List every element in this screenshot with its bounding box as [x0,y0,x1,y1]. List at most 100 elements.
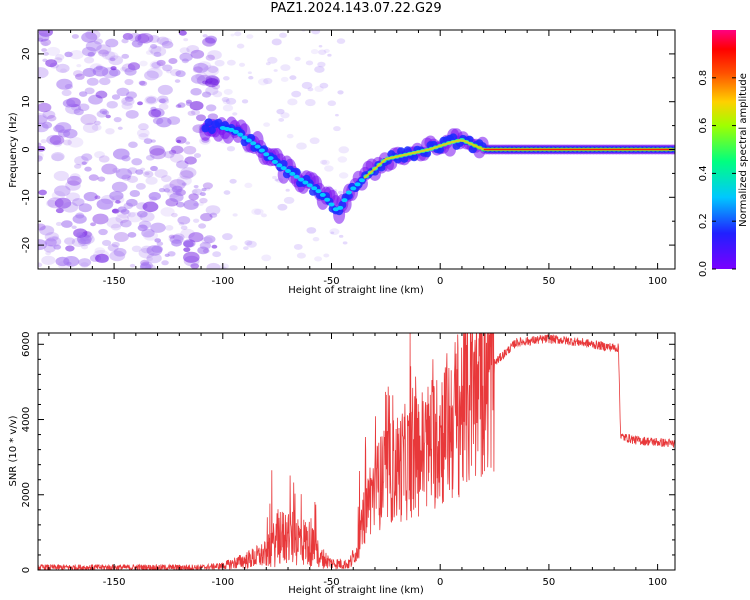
spectrogram-noise-blob [67,175,82,186]
spectrogram-noise-blob [112,148,130,160]
spectrogram-noise-blob [164,225,174,231]
spectrogram-noise-blob [81,46,97,57]
spectrogram-noise-blob [127,167,138,174]
spectrogram-noise-blob [78,237,91,247]
spectrogram-noise-blob [323,253,330,258]
spectrogram-noise-blob [84,56,95,64]
spectrogram-y-tick-label: 20 [21,48,32,61]
spectrogram-noise-blob [77,103,90,112]
spectrogram-noise-blob [105,38,119,48]
snr-series-line [38,333,675,570]
spectrogram-noise-blob [38,239,48,251]
spectrogram-noise-blob [82,67,97,77]
spectrogram-noise-blob [106,217,124,229]
ridge-core [324,197,331,202]
spectrogram-noise-blob [338,234,344,238]
spectrogram-noise-blob [110,66,117,71]
spectrogram-noise-blob [38,114,48,125]
spectrogram-noise-blob [45,59,58,68]
spectrogram-noise-blob [201,91,212,98]
spectrogram-noise-blob [337,190,343,195]
spectrogram-noise-blob [99,77,111,86]
spectrogram-x-tick-label: 100 [648,276,667,287]
snr-y-tick-label: 0 [21,567,32,573]
spectrogram-noise-blob [280,112,290,119]
ridge-core [289,171,296,176]
spectrogram-noise-blob [207,50,222,60]
spectrogram-noise-blob [149,60,164,70]
spectrogram-noise-blob [273,69,278,72]
spectrogram-y-tick-label: -10 [21,189,32,205]
spectrogram-noise-blob [60,68,67,74]
spectrogram-noise-blob [121,100,127,104]
spectrogram-noise-blob [94,120,101,126]
spectrogram-noise-blob [127,231,137,238]
spectrogram-noise-blob [150,222,166,233]
spectrogram-noise-blob [123,202,134,210]
spectrogram-noise-blob [193,62,209,74]
snr-y-axis-label: SNR (10 * v/v) [8,415,19,486]
spectrogram-noise-blob [156,241,164,246]
spectrogram-noise-blob [98,49,110,57]
ridge-core [232,129,239,134]
spectrogram-noise-blob [156,59,166,66]
spectrogram-noise-blob [91,124,102,131]
spectrogram-noise-blob [86,77,99,86]
spectrogram-noise-blob [183,251,200,263]
spectrogram-noise-blob [168,149,177,155]
spectrogram-noise-blob [62,99,76,108]
spectrogram-noise-blob [67,137,84,148]
spectrogram-noise-blob [78,91,88,97]
spectrogram-noise-blob [171,239,183,247]
spectrogram-noise-blob [146,67,163,79]
spectrogram-noise-blob [148,45,162,54]
spectrogram-noise-blob [55,122,72,134]
spectrogram-noise-blob [143,230,159,241]
spectrogram-noise-blob [296,142,307,150]
spectrogram-noise-blob [145,50,153,55]
spectrogram-noise-blob [95,253,109,263]
spectrogram-y-tick-label: 10 [21,95,32,108]
spectrogram-noise-blob [222,99,231,105]
spectrogram-noise-blob [162,64,173,72]
spectrogram-noise-blob [192,66,203,74]
spectrogram-noise-blob [314,65,325,73]
spectrogram-noise-blob [62,201,79,213]
spectrogram-noise-blob [142,201,159,213]
spectrogram-noise-blob [181,58,189,64]
spectrogram-noise-blob [163,151,175,159]
spectrogram-noise-blob [105,114,111,119]
spectrogram-noise-blob [261,254,272,262]
spectrogram-noise-blob [271,38,282,46]
spectrogram-noise-blob [226,59,236,66]
spectrogram-noise-blob [337,156,348,163]
spectrogram-noise-blob [38,102,52,113]
spectrogram-noise-blob [73,108,84,116]
spectrogram-noise-blob [131,40,143,48]
spectrogram-noise-blob [329,228,340,236]
ridge-core [267,156,274,161]
spectrogram-noise-blob [40,139,47,144]
spectrogram-noise-blob [161,40,174,49]
spectrogram-noise-blob [51,190,66,200]
snr-x-tick-label: 0 [437,577,443,588]
spectrogram-noise-blob [113,116,122,123]
spectrogram-noise-blob [176,160,189,169]
spectrogram-noise-blob [176,139,182,144]
spectrogram-noise-blob [109,68,121,77]
spectrogram-noise-blob [53,244,62,250]
spectrogram-noise-blob [172,233,185,242]
spectrogram-noise-blob [122,32,134,40]
spectrogram-noise-blob [131,245,142,253]
spectrogram-noise-blob [38,112,48,124]
spectrogram-noise-blob [127,212,136,218]
spectrogram-noise-blob [148,109,162,118]
spectrogram-noise-blob [45,236,62,247]
spectrogram-noise-blob [145,154,155,161]
spectrogram-noise-blob [265,62,271,66]
spectrogram-noise-blob [82,122,99,133]
colorbar-tick-label: 0.2 [698,213,709,229]
spectrogram-noise-blob [98,155,110,163]
spectrogram-noise-blob [109,250,126,262]
spectrogram-noise-blob [151,61,161,69]
